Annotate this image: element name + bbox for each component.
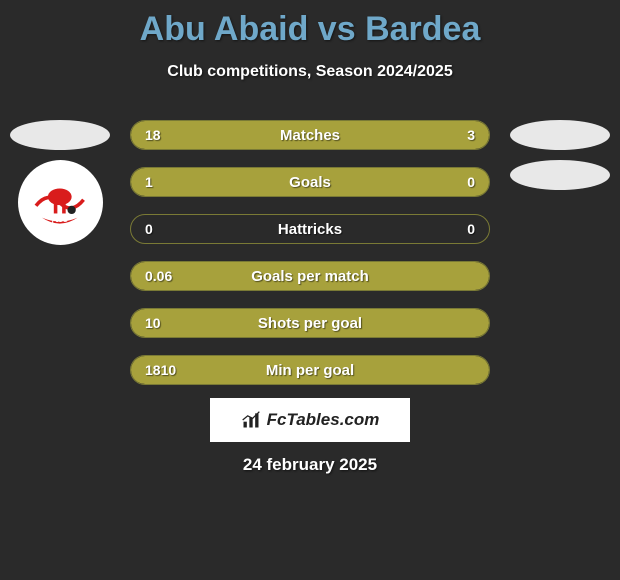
svg-text:סכנין: סכנין xyxy=(52,216,68,224)
stat-value-right: 3 xyxy=(467,127,475,143)
stat-row-shots-per-goal: 10 Shots per goal xyxy=(130,308,490,338)
infographic-container: Abu Abaid vs Bardea Club competitions, S… xyxy=(0,0,620,580)
player2-avatars xyxy=(510,120,610,190)
player1-avatars: סכנין xyxy=(10,120,110,245)
stat-label: Goals per match xyxy=(131,268,489,285)
stat-row-goals: 1 Goals 0 xyxy=(130,167,490,197)
bar-chart-icon xyxy=(241,410,261,430)
stat-value-right: 0 xyxy=(467,221,475,237)
stat-row-hattricks: 0 Hattricks 0 xyxy=(130,214,490,244)
stat-row-min-per-goal: 1810 Min per goal xyxy=(130,355,490,385)
date-label: 24 february 2025 xyxy=(0,455,620,475)
team2-placeholder-icon xyxy=(510,160,610,190)
stat-label: Goals xyxy=(131,174,489,191)
page-subtitle: Club competitions, Season 2024/2025 xyxy=(0,63,620,81)
stat-label: Hattricks xyxy=(131,221,489,238)
site-logo: FcTables.com xyxy=(210,398,410,442)
stats-bars: 18 Matches 3 1 Goals 0 0 Hattricks 0 0.0… xyxy=(130,120,490,385)
logo-text: FcTables.com xyxy=(267,410,380,430)
stat-label: Min per goal xyxy=(131,362,489,379)
player1-placeholder-icon xyxy=(10,120,110,150)
player2-placeholder-icon xyxy=(510,120,610,150)
team1-badge-icon: סכנין xyxy=(18,160,103,245)
stat-label: Shots per goal xyxy=(131,315,489,332)
stat-row-goals-per-match: 0.06 Goals per match xyxy=(130,261,490,291)
stat-value-right: 0 xyxy=(467,174,475,190)
stat-label: Matches xyxy=(131,127,489,144)
page-title: Abu Abaid vs Bardea xyxy=(0,0,620,49)
stat-row-matches: 18 Matches 3 xyxy=(130,120,490,150)
